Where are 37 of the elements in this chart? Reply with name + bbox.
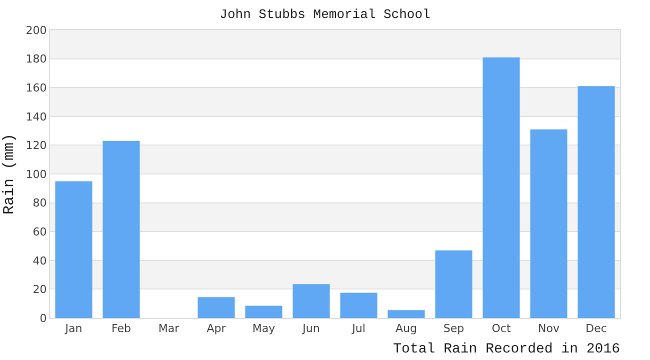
y-tick-label: 60 [32, 225, 47, 238]
bar [340, 292, 378, 318]
x-tick-label: Nov [538, 322, 560, 336]
x-tick-label: Sep [443, 322, 464, 336]
y-tick-label: 160 [26, 81, 47, 94]
bar [292, 284, 330, 318]
x-tick-label: Mar [158, 322, 180, 336]
bar [102, 140, 140, 318]
bar [482, 57, 520, 318]
x-tick-label: Feb [112, 322, 131, 336]
x-tick-label: Jun [302, 322, 320, 336]
x-tick-label: Jul [351, 322, 366, 336]
bar [530, 129, 568, 318]
y-tick-label: 40 [32, 254, 47, 268]
bar [435, 250, 472, 318]
bar [55, 181, 92, 318]
chart-title: John Stubbs Memorial School [220, 7, 431, 22]
x-axis-title: Total Rain Recorded in 2016 [393, 342, 620, 358]
y-tick-label: 0 [40, 312, 47, 325]
y-tick-label: 180 [26, 52, 47, 66]
x-tick-label: Aug [396, 322, 417, 336]
x-tick-label: Oct [492, 322, 512, 336]
y-tick-label: 20 [32, 283, 47, 296]
x-tick-label: Apr [206, 322, 226, 336]
x-tick-label: May [252, 322, 276, 336]
y-tick-label: 120 [26, 139, 47, 152]
bar [245, 306, 282, 318]
x-tick-label: Jan [64, 322, 82, 336]
y-tick-label: 100 [26, 168, 47, 181]
bar [578, 86, 615, 318]
y-tick-label: 140 [26, 110, 47, 124]
y-tick-label: 80 [32, 196, 47, 210]
bar [198, 297, 235, 318]
bar [388, 310, 425, 318]
y-tick-label: 200 [26, 24, 47, 37]
x-tick-label: Dec [586, 322, 607, 336]
y-axis-title: Rain (mm) [1, 133, 18, 215]
